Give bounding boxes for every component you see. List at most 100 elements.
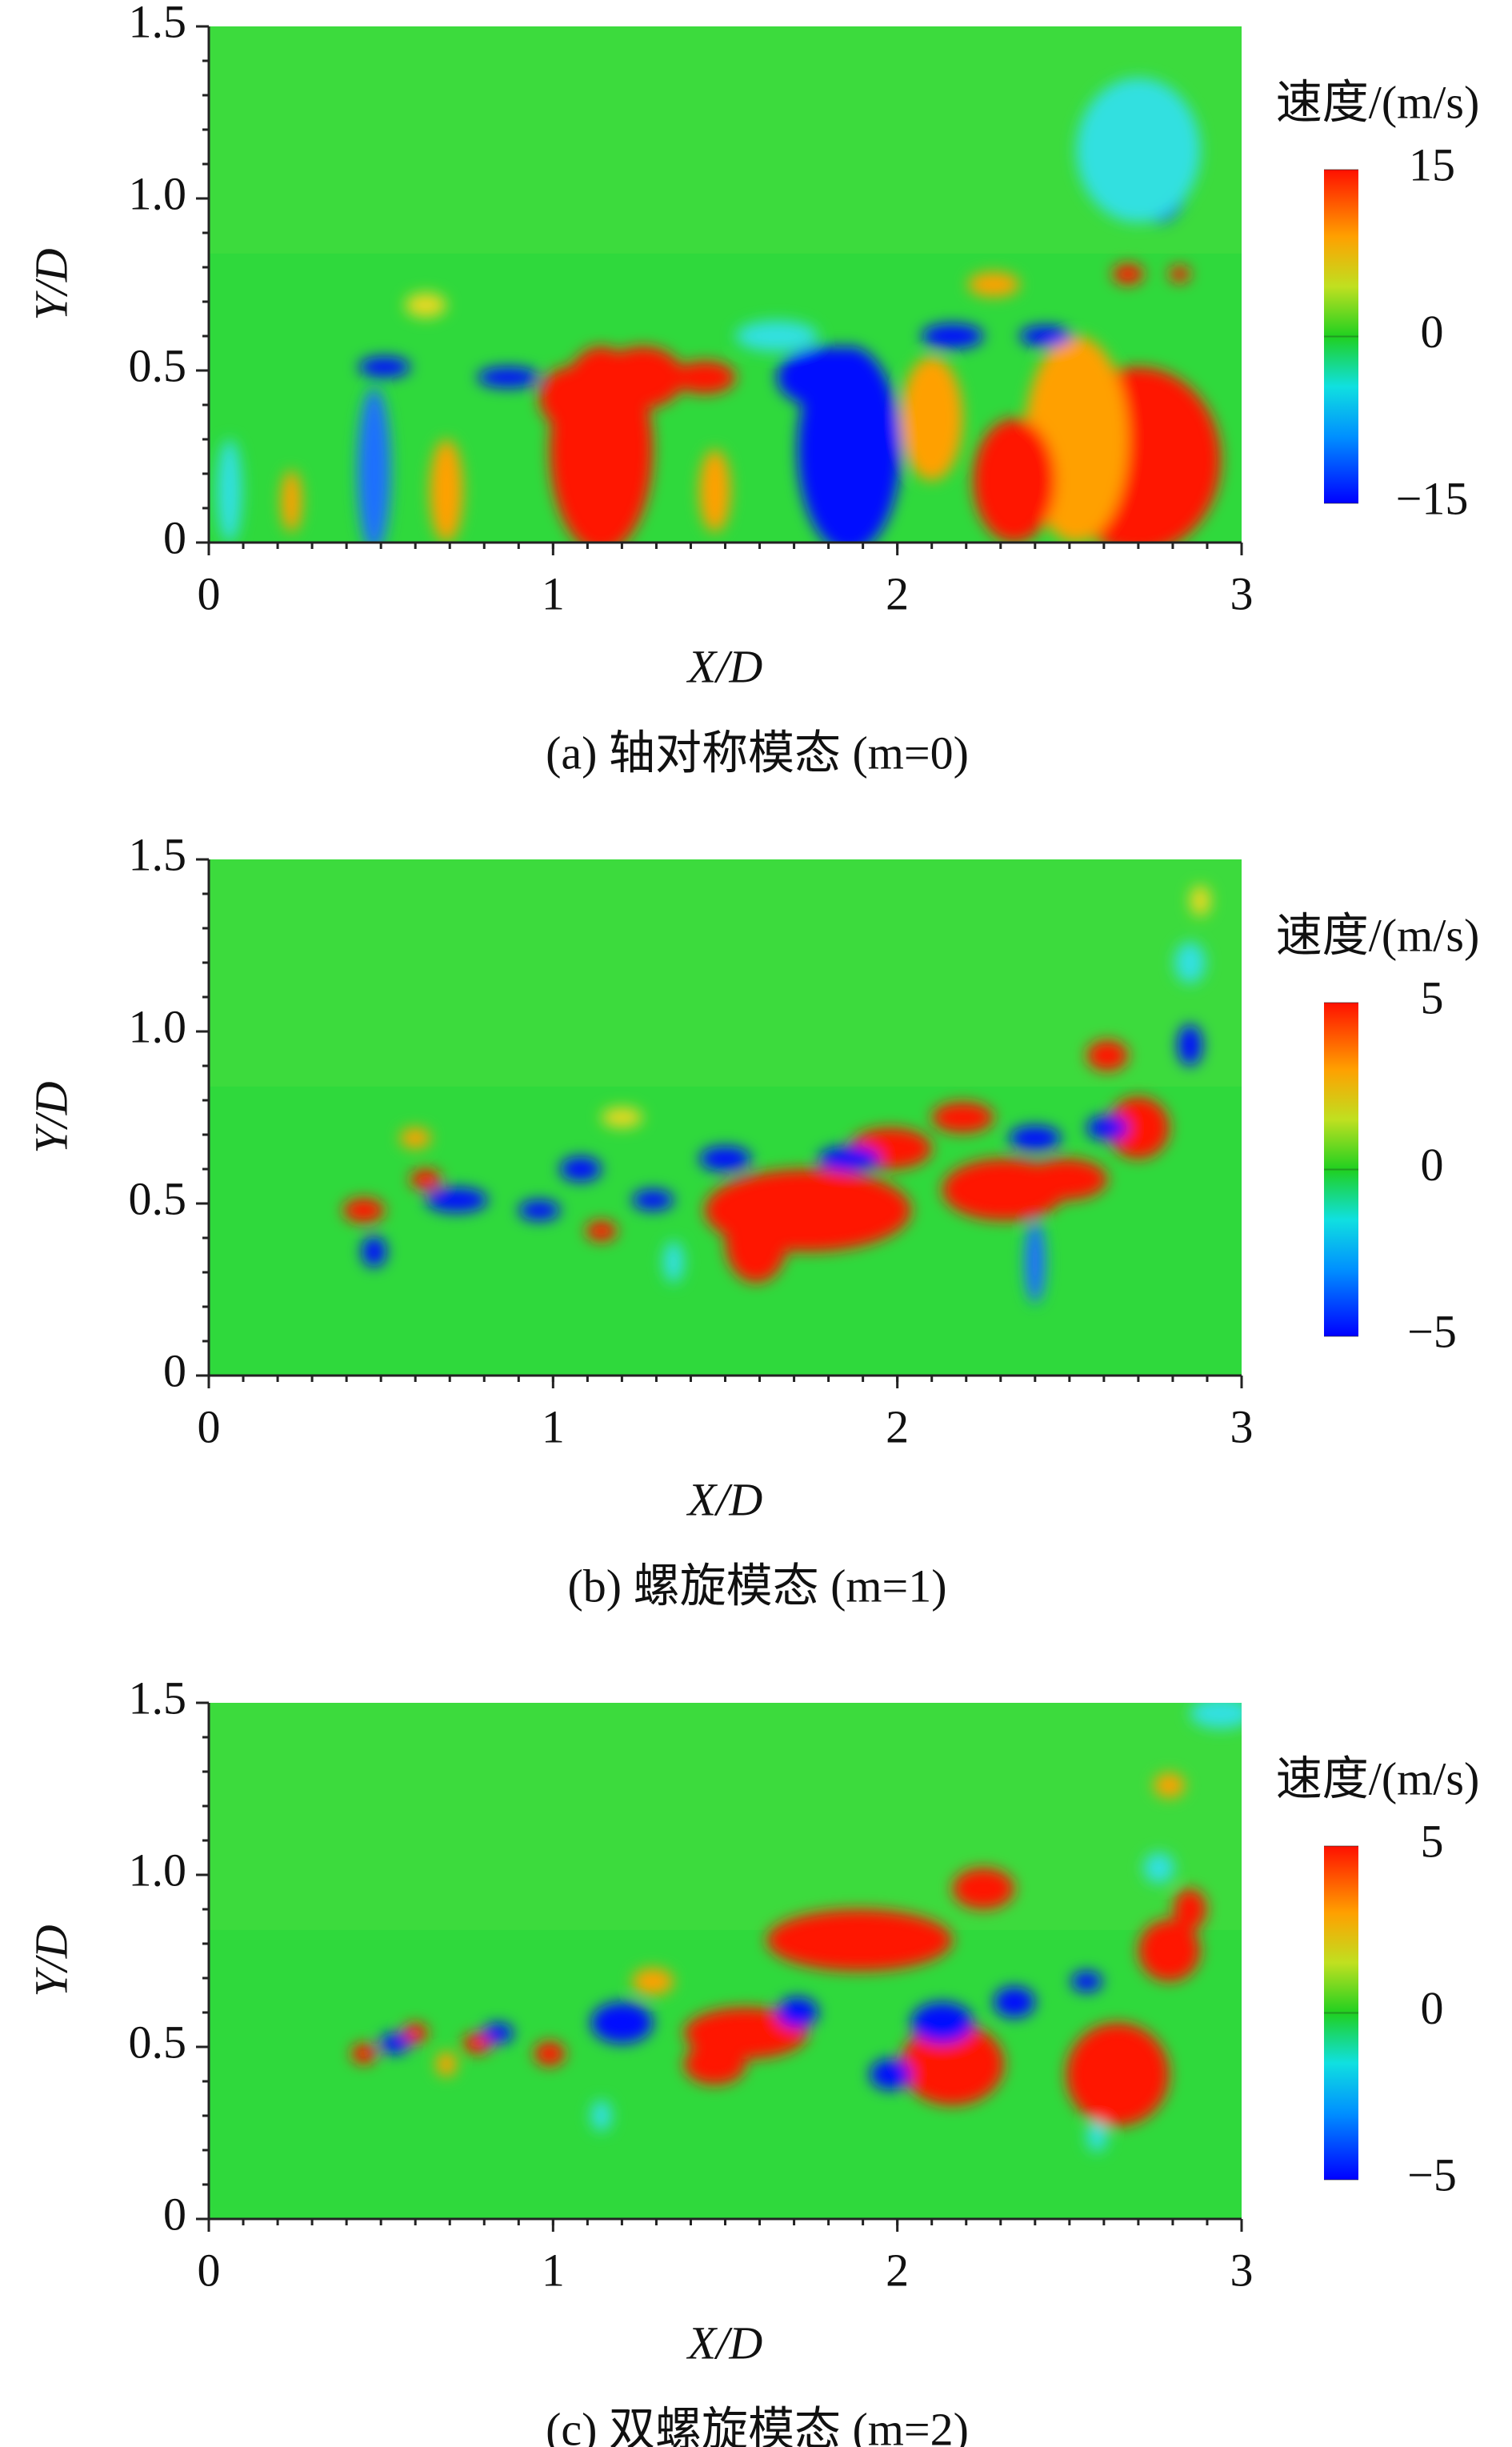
contour-blob [683,2043,746,2085]
y-tick-label: 1.0 [129,1844,187,1896]
contour-blob [217,439,242,543]
contour-blob [357,387,391,543]
contour-blob [462,2032,492,2054]
x-tick-label: 1 [542,2244,565,2296]
x-tick-label: 0 [198,2244,221,2296]
contour-blob [910,2002,974,2044]
contour-blob [1070,1971,1102,1992]
contour-blob [601,346,684,409]
contour-blob [1086,2121,1108,2153]
contour-blob [1024,1159,1108,1200]
contour-blob [399,1127,431,1149]
contour-blob [1154,1772,1185,1798]
contour-blob [699,1146,751,1171]
colorbar-title: 速度/(m/s) [1276,1752,1480,1804]
colorbar-tick-label: 0 [1421,1982,1444,2034]
contour-blob [1086,1115,1128,1140]
x-tick-label: 1 [542,1400,565,1452]
x-tick-label: 3 [1230,567,1254,619]
contour-blob [931,1102,994,1133]
contour-blob [777,346,881,409]
field-blobs [217,78,1222,543]
y-tick-label: 0 [163,511,186,563]
field-blobs [342,885,1211,1304]
y-axis-label: Y/D [25,1081,77,1153]
colorbar-tick-label: 5 [1421,971,1444,1023]
field-blobs [351,1703,1242,2153]
field-background [209,859,1242,1376]
field-shade [209,1703,1242,1930]
y-tick-label: 0 [163,2188,186,2240]
contour-blob [601,1107,643,1128]
contour-blob [379,2032,410,2054]
contour-blob [590,2100,612,2132]
contour-blob [351,2043,377,2065]
contour-blob [1173,1888,1207,1930]
contour-blob [426,1187,488,1213]
contour-blob [362,1236,387,1268]
contour-blob [900,356,963,481]
contour-blob [1024,1220,1046,1304]
contour-blob [870,2059,911,2090]
contour-blob [632,1189,674,1211]
y-tick-label: 0.5 [129,339,187,391]
contour-blob [559,1156,602,1182]
contour-blob [818,1146,881,1171]
contour-blob [410,1169,442,1190]
caption: (b) 螺旋模态 (m=1) [567,1560,946,1612]
contour-blob [539,366,602,430]
contour-blob [590,2002,654,2044]
caption: (a) 轴对称模态 (m=0) [546,727,969,779]
y-tick-label: 1.5 [129,1672,187,1724]
colorbar-title: 速度/(m/s) [1276,76,1480,128]
colorbar [1324,170,1358,503]
x-tick-label: 3 [1230,1400,1254,1452]
contour-blob [518,1199,560,1221]
contour-blob [1086,1039,1128,1071]
x-tick-label: 0 [198,1400,221,1452]
x-tick-label: 2 [886,2244,909,2296]
contour-blob [663,1241,684,1283]
y-tick-label: 1.5 [129,828,187,880]
contour-blob [952,1868,1014,1909]
colorbar-tick-label: 5 [1421,1815,1444,1867]
y-tick-label: 0 [163,1344,186,1396]
contour-blob [1138,1919,1201,1982]
y-axis-label: Y/D [25,248,77,320]
contour-blob [358,356,410,378]
contour-field [209,1703,1242,2219]
contour-field [209,859,1242,1376]
x-tick-label: 0 [198,567,221,619]
contour-blob [1177,1024,1202,1066]
y-tick-label: 0.5 [129,2016,187,2068]
contour-blob [699,449,730,533]
y-axis-label: Y/D [25,1924,77,1996]
y-tick-label: 1.0 [129,1000,187,1052]
x-axis-label: X/D [686,640,763,692]
contour-blob [973,419,1056,543]
panel: 0 1 2 3 0 0.5 1.0 1.5 X/D Y/D (a) 轴对称模态 (m=0) 速度/(m… [25,0,1479,779]
contour-blob [281,470,302,533]
contour-blob [994,1986,1035,2018]
colorbar-tick-label: 0 [1421,306,1444,358]
x-tick-label: 1 [542,567,565,619]
colorbar-title: 速度/(m/s) [1276,909,1480,961]
x-tick-label: 3 [1230,2244,1254,2296]
contour-blob [1019,326,1071,346]
panel: 0 1 2 3 0 0.5 1.0 1.5 X/D Y/D (c) 双螺旋模态 (m=2) 速度/(m… [25,1672,1479,2447]
contour-blob [482,2022,514,2044]
contour-blob [534,2041,566,2067]
colorbar-tick-label: 0 [1421,1139,1444,1191]
contour-blob [1076,78,1201,223]
panel: 0 1 2 3 0 0.5 1.0 1.5 X/D Y/D (b) 螺旋模态 (m=1) 速度/(m/… [25,828,1479,1612]
y-tick-label: 1.5 [129,0,187,47]
contour-blob [430,439,463,543]
x-tick-label: 2 [886,1400,909,1452]
contour-blob [673,360,736,394]
contour-blob [1009,1125,1062,1151]
colorbar-tick-label: −5 [1407,1305,1457,1357]
contour-field [209,26,1242,543]
field-shade [209,26,1242,254]
field-shade [209,859,1242,1087]
